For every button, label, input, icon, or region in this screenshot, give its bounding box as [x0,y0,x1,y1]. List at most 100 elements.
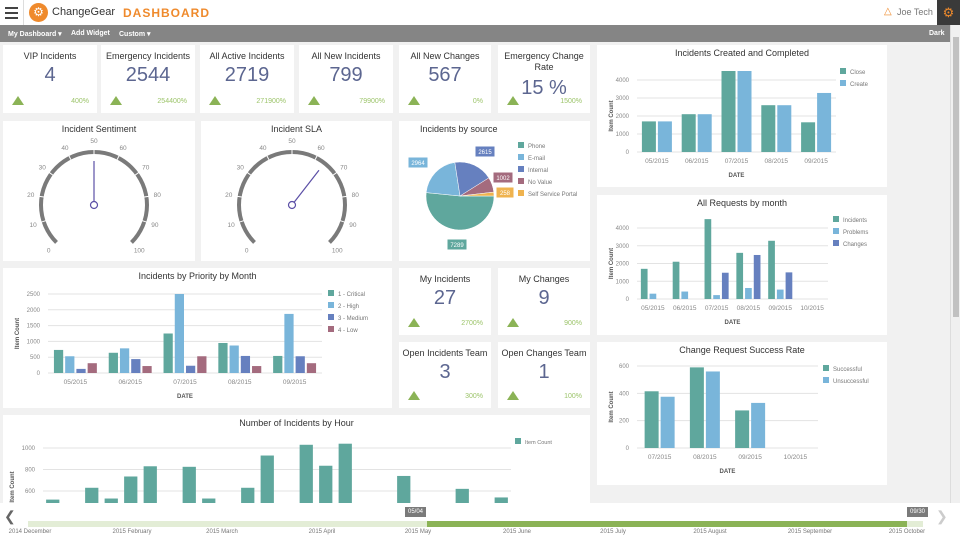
chart-title: Number of Incidents by Hour [239,418,354,428]
bar [53,349,64,373]
bar [640,268,648,299]
timeline-label: 2015 July [600,529,626,535]
chart-incidents-by-hour: Number of Incidents by Hour 600 800 1000 It… [3,415,590,503]
y-tick-label: 2500 [27,292,41,298]
bar [182,466,196,503]
pie-data-label: 2964 [411,161,425,167]
x-axis-label: DATE [729,173,745,179]
x-axis-label: DATE [720,469,736,475]
y-tick-label: 600 [619,364,630,370]
legend-label: Phone [528,144,546,150]
legend-swatch [328,302,334,308]
bar [65,356,75,373]
x-tick-label: 06/2015 [118,379,142,386]
stat-card[interactable]: All New Incidents 799 79900% [299,45,393,113]
bar [704,219,712,299]
y-tick-label: 2000 [27,308,41,314]
page-scrollbar[interactable] [950,25,960,503]
chevron-left-icon[interactable]: ❮ [4,508,16,524]
gauge-pivot [89,200,99,210]
gauge-tick [266,154,270,161]
bar [801,122,816,152]
y-tick-label: 0 [626,150,630,156]
stat-title: All Active Incidents [209,51,285,61]
scrollbar-thumb[interactable] [953,37,959,317]
gear-logo-icon[interactable]: ⚙ [29,3,48,22]
gauge-incident-sentiment: Incident Sentiment 0 10 20 30 40 50 60 70 80 90 10… [3,121,195,261]
bar [229,345,239,373]
trend-up-icon [408,318,420,327]
stat-card[interactable]: All Active Incidents 2719 271900% [200,45,294,113]
custom-menu[interactable]: Custom ▾ [119,31,151,38]
y-tick-label: 3000 [616,244,630,250]
trend-up-icon [110,96,122,105]
my-dashboard-menu[interactable]: My Dashboard ▾ [8,31,62,38]
x-tick-label: 07/2015 [173,379,197,386]
stat-title: Emergency Change Rate [504,51,584,72]
y-tick-label: 2000 [616,262,630,268]
bar [202,498,216,503]
stat-card[interactable]: VIP Incidents 4 400% [3,45,97,113]
bar [87,363,97,373]
stat-change: 1500% [560,98,582,105]
bar [338,443,352,503]
timeline-start-handle[interactable]: 05/04 [405,507,427,517]
stat-card[interactable]: Open Changes Team 1 100% [498,342,590,408]
timeline-label: 2014 December [8,529,52,535]
chart-title: Change Request Success Rate [679,345,805,355]
bar [776,289,784,299]
bar [713,295,720,299]
y-tick-label: 1500 [27,324,41,330]
user-icon[interactable]: △ [884,6,892,17]
stat-card[interactable]: Open Incidents Team 3 300% [399,342,491,408]
legend-swatch [518,166,524,172]
stat-card[interactable]: My Incidents 27 2700% [399,268,491,335]
stat-card[interactable]: My Changes 9 900% [498,268,590,335]
gauge-tick-label: 40 [61,145,69,152]
gauge-tick-label: 0 [245,247,249,254]
x-tick-label: 08/2015 [765,158,789,165]
pie-data-label: 258 [500,191,511,197]
gear-icon[interactable]: ⚙ [937,0,960,25]
stat-card[interactable]: All New Changes 567 0% [399,45,491,113]
bar [306,363,317,373]
y-tick-label: 2000 [616,114,630,120]
gauge-tick-label: 80 [352,192,360,199]
y-tick-label: 500 [30,355,41,361]
gauge-title: Incident SLA [270,124,323,134]
gauge-tick-label: 10 [30,222,38,229]
legend-swatch [518,142,524,148]
hamburger-icon[interactable] [0,0,24,25]
gauge-tick [314,154,318,161]
bar [119,348,130,373]
stat-card[interactable]: Emergency Change Rate 15 % 1500% [498,45,590,113]
timeline-label: 2015 May [404,529,432,535]
gauge-title: Incident Sentiment [61,124,137,134]
bar [736,252,744,299]
legend-swatch [328,290,334,296]
bar [657,121,672,152]
x-tick-label: 10/2015 [800,305,824,312]
gauge-tick-label: 40 [259,145,267,152]
chart-title: All Requests by month [696,198,788,208]
y-tick-label: 1000 [22,446,36,452]
x-tick-label: 08/2015 [737,305,761,312]
add-widget-button[interactable]: Add Widget [71,30,110,37]
chevron-right-icon[interactable]: ❯ [936,508,948,524]
bar [761,105,776,152]
y-tick-label: 0 [626,297,630,303]
trend-up-icon [12,96,24,105]
stat-card[interactable]: Emergency Incidents 2544 254400% [101,45,195,113]
timeline-label: 2015 August [693,529,727,535]
legend-label: Unsuccessful [833,379,869,385]
gauge-tick-label: 90 [151,222,159,229]
gauge-tick [341,195,348,198]
gauge-tick [143,195,150,198]
gauge-tick-label: 90 [349,222,357,229]
x-tick-label: 06/2015 [685,158,709,165]
timeline-end-handle[interactable]: 09/30 [907,507,929,517]
theme-toggle[interactable]: Dark [929,30,945,37]
timeline-selected-range[interactable] [427,521,907,527]
y-axis-label: Item Count [609,248,615,279]
user-name[interactable]: Joe Tech [897,7,933,17]
